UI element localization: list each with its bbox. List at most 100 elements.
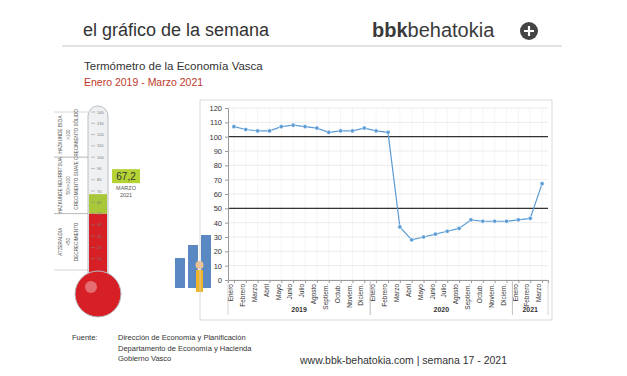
y-tick: 80 [214, 161, 228, 170]
data-point [327, 130, 331, 134]
y-tick-mark [225, 280, 228, 281]
footer-url: www.bbk-behatokia.com | semana 17 - 2021 [299, 354, 507, 366]
x-tick-mark [542, 280, 543, 283]
x-tick-mark [471, 280, 472, 283]
x-tick-mark [329, 280, 330, 283]
x-tick-label: Junio [286, 284, 293, 300]
chart-title: Termómetro de la Economía Vasca [84, 60, 263, 72]
y-tick-mark [225, 108, 228, 109]
data-point [398, 225, 402, 229]
zone-border [54, 213, 88, 214]
zone-label: 50<>100 [66, 176, 71, 195]
x-tick-label: Agosto [452, 284, 460, 305]
thermo-tick [91, 112, 95, 113]
grid-line-x [269, 108, 270, 280]
zone-label: CRECIMIENTO SUAVE [74, 161, 79, 210]
x-tick-label: Febrero [381, 284, 388, 307]
grid-line-x [305, 108, 306, 280]
x-axis-line [229, 281, 549, 284]
y-tick-label: 120 [209, 104, 222, 113]
thermo-tick-label: 40 [97, 222, 102, 227]
x-tick-mark [234, 280, 235, 283]
x-tick-label: Octub. [334, 284, 341, 303]
grid-line-x [233, 108, 234, 280]
x-tick-label: Febrero [523, 284, 530, 307]
x-tick-label: Julio [440, 284, 447, 298]
data-point [350, 129, 354, 133]
page: el gráfico de la semanabbkbehatokiaTermó… [0, 0, 627, 376]
y-tick: 10 [214, 262, 228, 271]
thermo-tube [88, 106, 108, 284]
y-tick-mark [225, 194, 228, 195]
x-tick-mark [269, 280, 270, 283]
x-axis: EneroFebreroMarzoAbrilMayoJunioJulioAgos… [227, 280, 548, 310]
x-tick-mark [352, 280, 353, 283]
thermo-tick-label: 10 [97, 256, 102, 261]
y-tick-mark [225, 180, 228, 181]
x-tick-mark [258, 280, 259, 283]
x-tick-mark [376, 280, 377, 283]
data-point [493, 219, 497, 223]
x-tick: Diciem. [500, 280, 507, 306]
y-tick-mark [225, 251, 228, 252]
thermo-tick [91, 258, 95, 259]
x-tick: Abril [263, 280, 270, 297]
logo-plus [524, 26, 534, 36]
x-tick: Noviem. [488, 280, 495, 308]
x-tick-label: Septiem. [322, 284, 330, 310]
x-tick: Junio [429, 280, 436, 300]
grid-line-x [482, 108, 483, 280]
data-point [362, 126, 366, 130]
x-tick-mark [246, 280, 247, 283]
y-tick-mark [225, 165, 228, 166]
y-tick: 40 [214, 219, 228, 228]
x-tick-mark [293, 280, 294, 283]
grid-line-x [470, 108, 471, 280]
x-tick-mark [305, 280, 306, 283]
x-tick: Febrero [239, 280, 246, 307]
x-tick-label: Marzo [393, 284, 400, 302]
year-label: 2021 [522, 306, 538, 313]
y-tick-label: 90 [214, 147, 222, 156]
decor-figure-head [196, 261, 204, 269]
data-point [421, 235, 425, 239]
logo: bbkbehatokia [372, 19, 495, 41]
logo-icon [520, 22, 538, 40]
zone-label: ATZERALDIA [58, 227, 63, 256]
year-divider [548, 280, 549, 315]
year-divider [512, 280, 513, 315]
data-point [244, 127, 248, 131]
thermo-tick-label: 100 [97, 155, 104, 160]
thermo-tick-label: 90 [97, 166, 102, 171]
grid-line [228, 208, 548, 209]
data-point [267, 129, 271, 133]
zone-label: DECRECIMIENTO [74, 222, 79, 261]
thermo-tick-label: 60 [97, 200, 102, 205]
x-tick-label: Diciem. [500, 284, 507, 306]
x-tick-label: Abril [263, 283, 270, 297]
x-tick: Febrero [523, 280, 530, 307]
grid-line-x [364, 108, 365, 280]
x-tick-label: Junio [429, 284, 436, 300]
data-point [291, 123, 295, 127]
x-tick: Mayo [275, 280, 283, 300]
y-tick-label: 20 [214, 247, 222, 256]
data-point [528, 216, 532, 220]
x-tick: Febrero [381, 280, 388, 307]
grid-line-x [257, 108, 258, 280]
x-tick: Octub. [334, 280, 341, 303]
y-tick: 20 [214, 247, 228, 256]
y-tick: 90 [214, 147, 228, 156]
value-date: 2021 [120, 192, 132, 198]
thermo-tick [91, 236, 95, 237]
thermo-bulb [75, 271, 121, 317]
grid-line-x [494, 108, 495, 280]
year-divider [512, 280, 513, 315]
x-tick: Marzo [535, 280, 542, 302]
x-tick-label: Octub. [476, 284, 483, 303]
y-tick-label: 100 [209, 133, 222, 142]
value-date: MARZO [116, 185, 137, 191]
x-tick-mark [388, 280, 389, 283]
data-point [433, 232, 437, 236]
zone-border [54, 270, 88, 271]
